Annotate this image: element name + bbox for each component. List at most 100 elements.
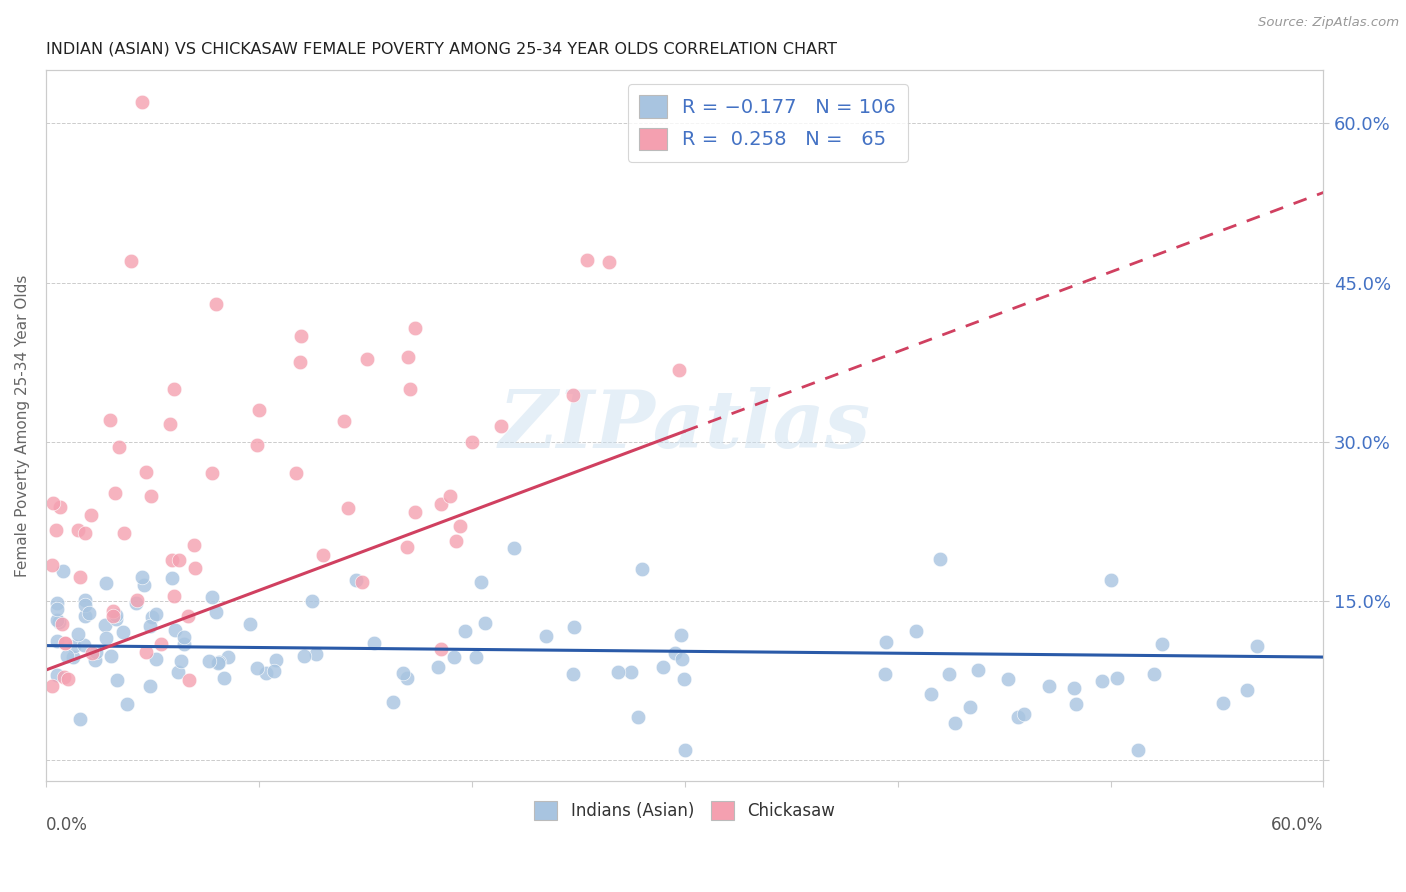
Point — [430, 497, 453, 511]
Point — [135, 466, 157, 480]
Point — [45, 613, 67, 627]
Point — [62, 639, 84, 653]
Point — [79, 508, 101, 523]
Point — [562, 667, 585, 681]
Point — [132, 578, 155, 592]
Point — [101, 608, 124, 623]
Point — [145, 652, 167, 666]
Point — [125, 592, 148, 607]
Point — [163, 382, 186, 396]
Point — [395, 671, 418, 685]
Point — [45, 668, 67, 682]
Point — [1038, 679, 1060, 693]
Point — [263, 664, 285, 678]
Point — [82, 646, 104, 660]
Point — [107, 440, 129, 454]
Point — [117, 697, 139, 711]
Point — [904, 624, 927, 639]
Point — [1212, 696, 1234, 710]
Point — [145, 607, 167, 622]
Point — [392, 666, 415, 681]
Point — [1107, 671, 1129, 685]
Point — [125, 596, 148, 610]
Point — [239, 616, 262, 631]
Point — [562, 620, 585, 634]
Point — [131, 95, 153, 110]
Point — [62, 649, 84, 664]
Text: 0.0%: 0.0% — [46, 815, 87, 833]
Point — [938, 666, 960, 681]
Point — [929, 551, 952, 566]
Point — [1143, 667, 1166, 681]
Point — [201, 590, 224, 604]
Point — [664, 646, 686, 660]
Point — [534, 629, 557, 643]
Point — [139, 619, 162, 633]
Point — [454, 624, 477, 639]
Point — [141, 489, 163, 503]
Point — [56, 649, 79, 664]
Point — [363, 636, 385, 650]
Point — [576, 252, 599, 267]
Point — [651, 660, 673, 674]
Point — [42, 495, 65, 509]
Point — [1091, 673, 1114, 688]
Point — [52, 565, 75, 579]
Point — [439, 489, 461, 503]
Point — [52, 670, 75, 684]
Point — [396, 350, 419, 364]
Point — [672, 673, 695, 687]
Point — [443, 650, 465, 665]
Point — [381, 695, 404, 709]
Point — [959, 700, 981, 714]
Y-axis label: Female Poverty Among 25-34 Year Olds: Female Poverty Among 25-34 Year Olds — [15, 275, 30, 577]
Point — [94, 618, 117, 632]
Point — [48, 500, 70, 514]
Point — [398, 382, 420, 396]
Point — [671, 652, 693, 666]
Point — [205, 605, 228, 619]
Point — [41, 558, 63, 573]
Point — [41, 679, 63, 693]
Point — [101, 604, 124, 618]
Point — [292, 648, 315, 663]
Point — [395, 540, 418, 554]
Point — [620, 665, 643, 679]
Point — [163, 623, 186, 637]
Point — [53, 636, 76, 650]
Point — [1236, 682, 1258, 697]
Point — [173, 637, 195, 651]
Point — [73, 638, 96, 652]
Point — [668, 363, 690, 377]
Point — [149, 637, 172, 651]
Point — [48, 615, 70, 630]
Point — [598, 255, 620, 269]
Point — [1064, 698, 1087, 712]
Legend: Indians (Asian), Chickasaw: Indians (Asian), Chickasaw — [527, 794, 842, 826]
Point — [84, 645, 107, 659]
Point — [1063, 681, 1085, 695]
Point — [107, 673, 129, 687]
Point — [875, 634, 897, 648]
Text: INDIAN (ASIAN) VS CHICKASAW FEMALE POVERTY AMONG 25-34 YEAR OLDS CORRELATION CHA: INDIAN (ASIAN) VS CHICKASAW FEMALE POVER… — [46, 42, 837, 57]
Point — [75, 609, 97, 624]
Point — [266, 653, 288, 667]
Point — [426, 659, 449, 673]
Point — [160, 553, 183, 567]
Point — [246, 438, 269, 452]
Point — [333, 414, 356, 428]
Point — [470, 574, 492, 589]
Text: Source: ZipAtlas.com: Source: ZipAtlas.com — [1258, 16, 1399, 29]
Point — [201, 466, 224, 480]
Point — [45, 523, 67, 537]
Point — [69, 712, 91, 726]
Point — [112, 525, 135, 540]
Point — [945, 716, 967, 731]
Point — [337, 501, 360, 516]
Point — [75, 598, 97, 612]
Point — [1246, 639, 1268, 653]
Point — [561, 387, 583, 401]
Point — [290, 328, 312, 343]
Point — [131, 570, 153, 584]
Point — [173, 630, 195, 644]
